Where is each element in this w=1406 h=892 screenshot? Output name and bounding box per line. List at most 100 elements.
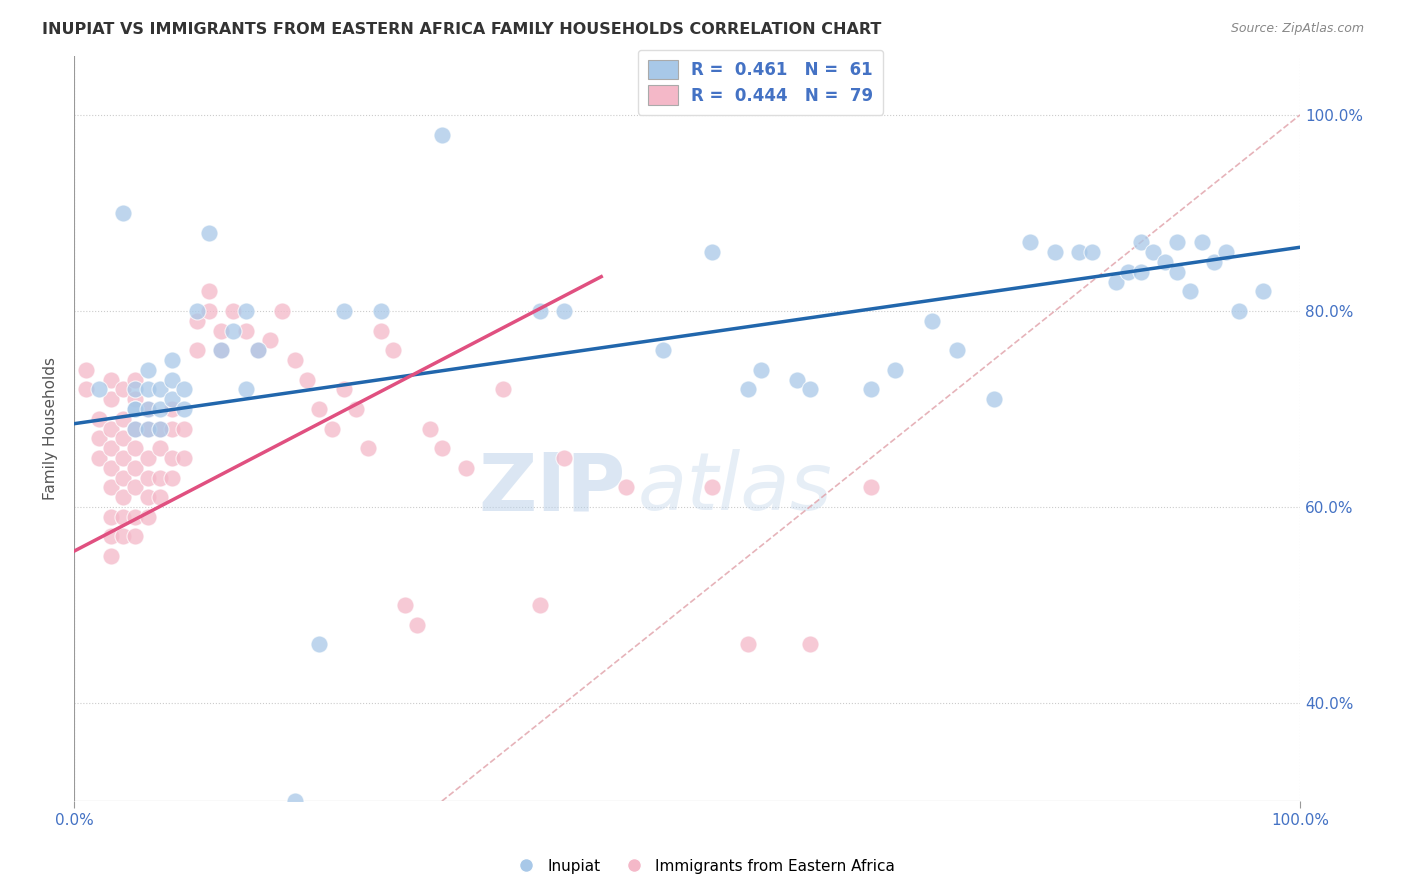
Text: atlas: atlas — [638, 450, 832, 527]
Point — [1204, 255, 1226, 269]
Point — [87, 412, 110, 426]
Point — [700, 480, 723, 494]
Text: ZIP: ZIP — [478, 450, 626, 527]
Point — [100, 480, 122, 494]
Point — [370, 304, 392, 318]
Point — [553, 450, 575, 465]
Point — [295, 373, 318, 387]
Point — [209, 343, 232, 358]
Point — [235, 383, 257, 397]
Point — [222, 324, 245, 338]
Point — [124, 422, 146, 436]
Point — [529, 598, 551, 612]
Point — [651, 343, 673, 358]
Point — [112, 490, 135, 504]
Point — [1142, 245, 1164, 260]
Point — [381, 343, 404, 358]
Point — [149, 402, 172, 417]
Legend: R =  0.461   N =  61, R =  0.444   N =  79: R = 0.461 N = 61, R = 0.444 N = 79 — [638, 50, 883, 115]
Point — [136, 509, 159, 524]
Point — [160, 450, 183, 465]
Point — [284, 794, 307, 808]
Point — [284, 353, 307, 368]
Point — [321, 422, 343, 436]
Point — [333, 304, 356, 318]
Point — [430, 441, 453, 455]
Point — [1080, 245, 1102, 260]
Point — [235, 324, 257, 338]
Point — [700, 245, 723, 260]
Point — [456, 460, 478, 475]
Point — [100, 509, 122, 524]
Point — [112, 412, 135, 426]
Point — [173, 383, 195, 397]
Point — [160, 353, 183, 368]
Point — [87, 431, 110, 445]
Point — [198, 304, 221, 318]
Point — [100, 422, 122, 436]
Point — [173, 450, 195, 465]
Point — [100, 460, 122, 475]
Point — [430, 128, 453, 142]
Point — [1178, 285, 1201, 299]
Point — [198, 285, 221, 299]
Point — [112, 529, 135, 543]
Point — [246, 343, 269, 358]
Point — [100, 441, 122, 455]
Point — [884, 363, 907, 377]
Point — [246, 343, 269, 358]
Point — [186, 304, 208, 318]
Point — [222, 304, 245, 318]
Point — [308, 402, 330, 417]
Point — [112, 450, 135, 465]
Point — [75, 363, 97, 377]
Text: INUPIAT VS IMMIGRANTS FROM EASTERN AFRICA FAMILY HOUSEHOLDS CORRELATION CHART: INUPIAT VS IMMIGRANTS FROM EASTERN AFRIC… — [42, 22, 882, 37]
Point — [1129, 265, 1152, 279]
Point — [344, 402, 367, 417]
Point — [136, 402, 159, 417]
Point — [1043, 245, 1066, 260]
Point — [100, 549, 122, 563]
Point — [136, 470, 159, 484]
Point — [1166, 265, 1188, 279]
Legend: Inupiat, Immigrants from Eastern Africa: Inupiat, Immigrants from Eastern Africa — [505, 853, 901, 880]
Point — [136, 363, 159, 377]
Point — [124, 402, 146, 417]
Point — [87, 450, 110, 465]
Point — [87, 383, 110, 397]
Point — [160, 470, 183, 484]
Point — [124, 402, 146, 417]
Point — [112, 431, 135, 445]
Point — [149, 441, 172, 455]
Point — [1129, 235, 1152, 250]
Text: Source: ZipAtlas.com: Source: ZipAtlas.com — [1230, 22, 1364, 36]
Point — [614, 480, 637, 494]
Point — [124, 509, 146, 524]
Point — [1069, 245, 1091, 260]
Point — [149, 383, 172, 397]
Point — [492, 383, 515, 397]
Point — [859, 383, 882, 397]
Point — [235, 304, 257, 318]
Point — [124, 383, 146, 397]
Point — [394, 598, 416, 612]
Point — [136, 402, 159, 417]
Point — [136, 450, 159, 465]
Point — [529, 304, 551, 318]
Point — [149, 422, 172, 436]
Point — [124, 441, 146, 455]
Point — [149, 422, 172, 436]
Y-axis label: Family Households: Family Households — [44, 357, 58, 500]
Point — [186, 343, 208, 358]
Point — [370, 324, 392, 338]
Point — [799, 383, 821, 397]
Point — [209, 324, 232, 338]
Point — [259, 334, 281, 348]
Point — [124, 460, 146, 475]
Point — [100, 529, 122, 543]
Point — [921, 314, 943, 328]
Point — [983, 392, 1005, 407]
Point — [1166, 235, 1188, 250]
Point — [112, 509, 135, 524]
Point — [160, 422, 183, 436]
